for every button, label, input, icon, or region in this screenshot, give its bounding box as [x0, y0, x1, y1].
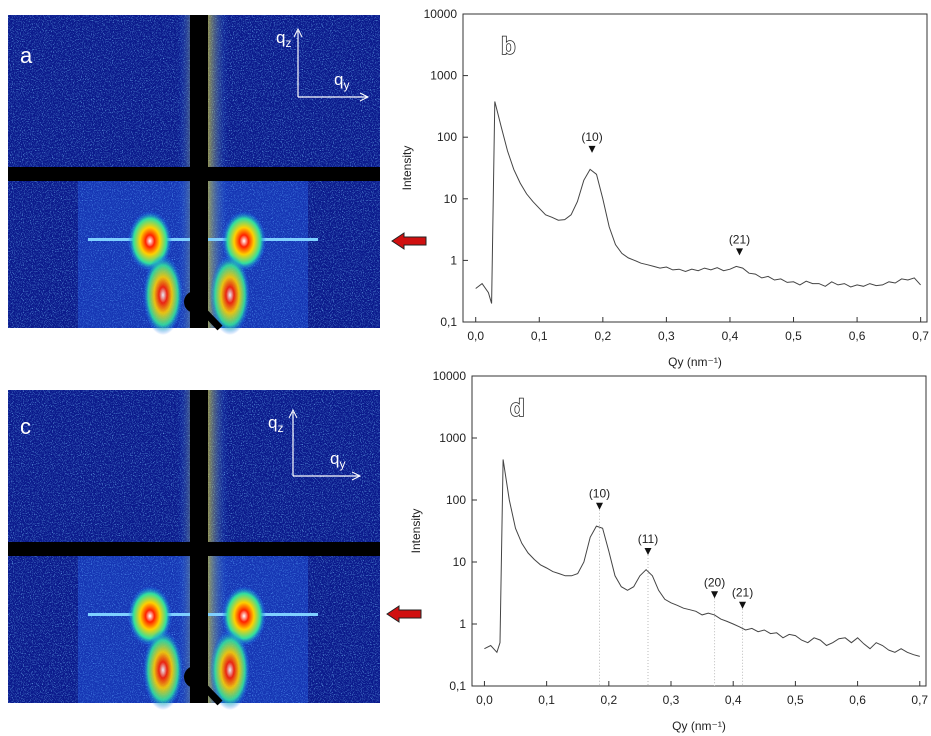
arrow: [386, 605, 422, 623]
image-label: a: [20, 43, 33, 68]
peak-marker: [711, 591, 719, 599]
peak-marker: [588, 145, 596, 153]
x-tick-label: 0,7: [911, 693, 928, 707]
x-axis-label: Qy (nm⁻¹): [672, 719, 726, 733]
x-tick-label: 0,1: [531, 329, 548, 343]
image-c: c qz qy: [8, 390, 380, 710]
image-label: c: [20, 414, 31, 439]
axis-v-label: qz: [276, 28, 291, 50]
x-tick-label: 0,2: [594, 329, 611, 343]
chart: 0,0 0,1 0,2 0,3 0,4 0,5 0,6 0,7 0,1 1 10 100 1000 100…: [409, 369, 928, 733]
panel-label: b: [501, 33, 516, 60]
annotation: (11): [638, 532, 658, 546]
y-tick-label: 10000: [433, 369, 467, 383]
x-tick-label: 0,0: [476, 693, 493, 707]
y-axis-label: Intensity: [400, 146, 414, 191]
x-tick-label: 0,3: [658, 329, 675, 343]
plot-frame: [462, 13, 928, 323]
y-tick-label: 0,1: [449, 679, 466, 693]
annotation: (21): [732, 586, 753, 600]
y-tick-label: 1000: [430, 69, 457, 83]
x-tick-label: 0,1: [538, 693, 555, 707]
y-tick-label: 0,1: [440, 315, 457, 329]
axis-v-label: qz: [268, 413, 283, 435]
x-tick-label: 0,4: [722, 329, 739, 343]
y-tick-label: 10000: [424, 7, 458, 21]
peak-marker: [739, 601, 747, 609]
y-tick-label: 1: [450, 253, 457, 267]
image-a: a qz qy: [8, 15, 380, 335]
panel-label: d: [510, 395, 525, 422]
plot-frame: [471, 375, 927, 687]
data-line: [484, 459, 920, 657]
x-tick-label: 0,5: [787, 693, 804, 707]
y-axis-label: Intensity: [409, 509, 423, 554]
chart: 0,0 0,1 0,2 0,3 0,4 0,5 0,6 0,7 0,1 1 10 100 1000 100…: [400, 7, 929, 369]
axis-h-label: qy: [330, 449, 345, 471]
annotation: (20): [704, 575, 725, 589]
x-tick-label: 0,3: [663, 693, 680, 707]
x-tick-label: 0,5: [785, 329, 802, 343]
x-tick-label: 0,4: [725, 693, 742, 707]
arrow: [391, 232, 427, 250]
axis-h-label: qy: [334, 70, 349, 92]
x-tick-label: 0,2: [600, 693, 617, 707]
x-tick-label: 0,6: [849, 329, 866, 343]
y-tick-label: 1000: [439, 431, 466, 445]
peak-marker: [644, 547, 652, 555]
x-tick-label: 0,6: [849, 693, 866, 707]
x-tick-label: 0,7: [912, 329, 929, 343]
x-axis-label: Qy (nm⁻¹): [668, 355, 722, 369]
y-tick-label: 100: [437, 130, 457, 144]
y-tick-label: 1: [459, 617, 466, 631]
peak-marker: [735, 248, 743, 256]
x-tick-label: 0,0: [467, 329, 484, 343]
y-tick-label: 10: [453, 555, 467, 569]
annotation: (10): [581, 130, 602, 144]
y-tick-label: 10: [444, 192, 458, 206]
annotation: (21): [729, 232, 750, 246]
data-line: [475, 101, 921, 304]
peak-marker: [595, 502, 603, 510]
y-tick-label: 100: [446, 493, 466, 507]
annotation: (10): [589, 487, 610, 501]
